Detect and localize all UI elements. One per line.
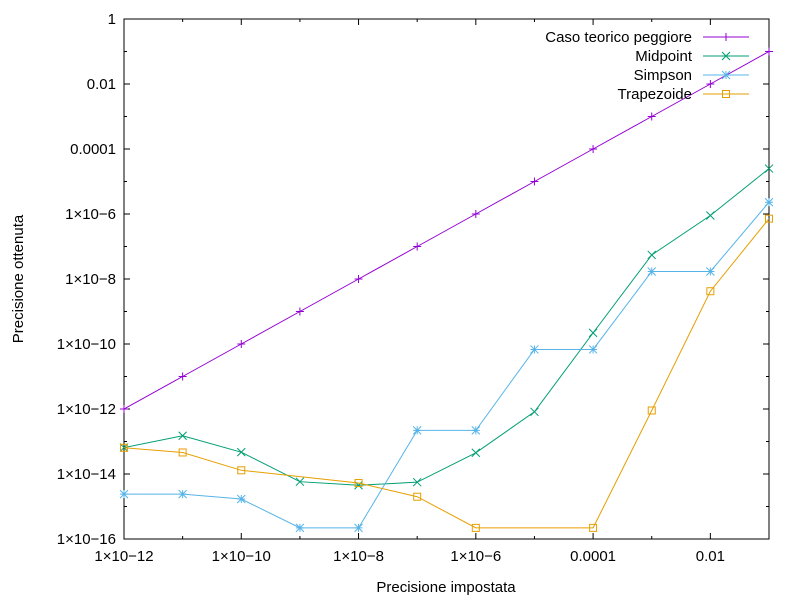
data-point xyxy=(120,443,128,452)
data-point xyxy=(706,267,715,276)
data-point xyxy=(706,211,715,220)
y-tick-label: 1×10−16 xyxy=(57,531,116,548)
y-tick-label: 1×10−12 xyxy=(57,401,116,418)
data-point xyxy=(764,197,774,207)
data-point xyxy=(588,345,598,354)
y-tick-label: 1×10−6 xyxy=(65,206,116,223)
data-point xyxy=(530,177,539,186)
data-point xyxy=(471,426,481,435)
data-point xyxy=(178,431,187,441)
data-point xyxy=(765,214,773,223)
legend-label: Trapezoide xyxy=(618,86,693,103)
data-point xyxy=(589,523,598,532)
legend-item: Midpoint xyxy=(635,48,749,65)
data-point xyxy=(236,494,246,504)
series-trapezoide xyxy=(120,214,773,532)
y-tick-label: 1×10−8 xyxy=(65,271,116,288)
series-layer xyxy=(119,47,774,533)
x-tick-label: 1×10−12 xyxy=(94,548,153,565)
data-point xyxy=(237,340,246,348)
series-midpoint xyxy=(119,164,774,490)
legend-marker xyxy=(722,90,730,98)
x-tick-label: 1×10−6 xyxy=(450,548,501,565)
data-point xyxy=(295,523,305,533)
y-tick-label: 0.01 xyxy=(87,76,116,93)
data-point xyxy=(530,407,539,417)
series-line xyxy=(123,168,770,486)
legend-item: Trapezoide xyxy=(618,86,749,103)
data-point xyxy=(236,447,246,457)
data-point xyxy=(588,328,598,338)
y-axis-title: Precisione ottenuta xyxy=(10,214,27,343)
legend-label: Simpson xyxy=(634,67,692,84)
data-point xyxy=(354,523,363,533)
legend-label: Midpoint xyxy=(635,48,693,65)
x-tick-label: 1×10−8 xyxy=(333,548,384,565)
y-tick-label: 1×10−14 xyxy=(57,466,116,483)
data-point xyxy=(412,477,422,487)
x-tick-label: 0.01 xyxy=(696,548,725,565)
data-point xyxy=(647,267,657,276)
data-point xyxy=(412,426,422,435)
data-point xyxy=(706,80,715,88)
data-point xyxy=(647,250,657,260)
legend: Caso teorico peggiore Midpoint Simpson Trap… xyxy=(545,29,749,103)
data-point xyxy=(589,145,598,153)
data-point xyxy=(471,210,480,218)
series-line xyxy=(123,51,770,410)
y-tick-label: 1 xyxy=(108,11,116,28)
data-point xyxy=(413,242,422,251)
data-point xyxy=(764,164,774,173)
legend-item: Caso teorico peggiore xyxy=(545,29,749,46)
series-caso-teorico-peggiore xyxy=(120,47,773,413)
data-point xyxy=(178,448,187,457)
data-point xyxy=(471,448,481,458)
data-point xyxy=(530,345,539,354)
data-point xyxy=(706,287,715,296)
data-point xyxy=(354,275,363,283)
legend-marker xyxy=(721,51,731,61)
data-point xyxy=(413,492,422,501)
series-line xyxy=(123,218,770,529)
x-tick-label: 0.0001 xyxy=(570,548,616,565)
y-tick-label: 1×10−10 xyxy=(57,336,116,353)
data-point xyxy=(647,112,656,121)
data-point xyxy=(471,523,480,532)
data-point xyxy=(765,47,773,56)
y-tick-label: 0.0001 xyxy=(70,141,116,158)
data-point xyxy=(120,405,128,413)
data-point xyxy=(178,372,187,381)
y-axis-ticks: 1 0.01 0.0001 1×10−6 1×10−8 1×10−10 1×10−12 1×1… xyxy=(57,11,769,548)
legend-label: Caso teorico peggiore xyxy=(545,29,692,46)
data-point xyxy=(178,489,187,499)
data-point xyxy=(119,443,129,452)
legend-marker xyxy=(721,70,731,80)
data-point xyxy=(295,307,304,316)
series-simpson xyxy=(119,197,774,533)
x-axis-ticks: 1×10−12 1×10−10 1×10−8 1×10−6 0.0001 0.01 xyxy=(94,19,770,565)
series-line xyxy=(124,201,770,529)
legend-marker xyxy=(722,33,730,41)
data-point xyxy=(237,466,246,475)
data-point xyxy=(647,406,656,415)
data-point xyxy=(354,478,363,487)
legend-item: Simpson xyxy=(634,67,749,84)
x-tick-label: 1×10−10 xyxy=(212,548,271,565)
data-point xyxy=(295,477,305,487)
data-point xyxy=(119,489,129,499)
x-axis-title: Precisione impostata xyxy=(376,579,516,596)
